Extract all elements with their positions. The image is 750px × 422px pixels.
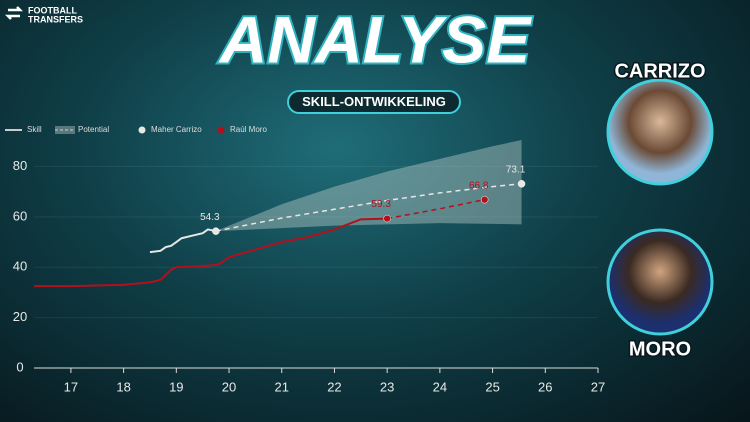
x-tick-label: 23 <box>380 379 394 394</box>
y-tick-label: 20 <box>13 309 27 324</box>
logo-icon <box>4 6 24 20</box>
x-tick-label: 19 <box>169 379 183 394</box>
subtitle: SKILL-ONTWIKKELING <box>302 94 446 109</box>
x-tick-label: 26 <box>538 379 552 394</box>
x-tick-label: 17 <box>64 379 78 394</box>
x-tick-label: 21 <box>275 379 289 394</box>
legend-label: Raúl Moro <box>230 125 267 134</box>
player-name: CARRIZO <box>614 60 705 82</box>
x-tick-label: 24 <box>433 379 447 394</box>
data-label: 54.3 <box>200 212 220 223</box>
logo-text: FOOTBALL <box>28 5 77 15</box>
point <box>480 195 489 204</box>
x-tick-label: 27 <box>591 379 605 394</box>
x-tick-label: 20 <box>222 379 236 394</box>
player-photo <box>606 78 714 186</box>
legend-marker <box>138 126 146 134</box>
data-label: 73.1 <box>506 164 526 175</box>
skill-line <box>149 228 217 254</box>
potential-line <box>387 198 485 220</box>
potential-line <box>215 183 522 232</box>
x-tick-label: 18 <box>116 379 130 394</box>
y-tick-label: 40 <box>13 259 27 274</box>
y-tick-label: 60 <box>13 208 27 223</box>
subtitle-pill <box>287 90 461 114</box>
legend-marker <box>217 126 225 134</box>
point <box>517 180 526 188</box>
player-photo <box>606 228 714 336</box>
x-tick-label: 25 <box>485 379 499 394</box>
point <box>383 214 391 223</box>
data-label: 59.3 <box>371 199 391 210</box>
title: ANALYSE <box>218 2 532 76</box>
logo-text: TRANSFERS <box>28 14 83 24</box>
player-name: MORO <box>629 338 691 360</box>
y-tick-label: 0 <box>16 359 23 374</box>
legend-label: Maher Carrizo <box>151 125 202 134</box>
point <box>212 227 220 235</box>
data-label: 66.8 <box>469 180 489 191</box>
legend-label: Skill <box>27 125 42 134</box>
skill-line <box>34 217 388 288</box>
legend-label: Potential <box>78 125 109 134</box>
y-tick-label: 80 <box>13 158 27 173</box>
x-tick-label: 22 <box>327 379 341 394</box>
